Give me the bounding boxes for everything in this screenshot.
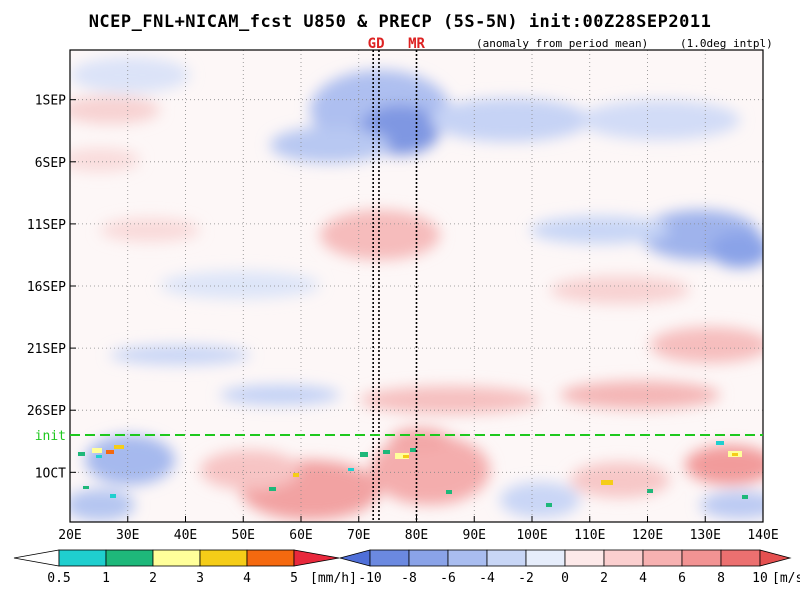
u850-colorbar-segment (486, 549, 527, 567)
u850-colorbar-segment (369, 549, 410, 567)
x-tick-label: 120E (632, 528, 663, 543)
precip-colorbar-low-arrow (13, 549, 60, 567)
chart-subtitle-interp: (1.0deg intpl) (680, 37, 773, 50)
u850-colorbar-segment (525, 549, 566, 567)
u850-colorbar-segment (564, 549, 605, 567)
precip-colorbar-label: 5 (290, 571, 298, 586)
precip-spot (78, 452, 85, 456)
precip-spot (83, 486, 89, 489)
precip-spot (110, 494, 116, 498)
y-tick-label: 16SEP (27, 280, 66, 295)
precip-colorbar-label: 2 (149, 571, 157, 586)
precip-colorbar-high-arrow (293, 549, 340, 567)
y-tick-label: 21SEP (27, 342, 66, 357)
x-tick-label: 70E (347, 528, 370, 543)
precip-spot (410, 448, 416, 452)
u850-colorbar-label: 0 (561, 571, 569, 586)
x-tick-label: 50E (232, 528, 255, 543)
precip-spot (293, 473, 299, 477)
u850-colorbar-segment (603, 549, 644, 567)
x-tick-label: 140E (747, 528, 778, 543)
precip-spot (546, 503, 552, 507)
precip-spot (360, 452, 368, 457)
u850-colorbar-label: 2 (600, 571, 608, 586)
precip-spot (732, 453, 738, 456)
y-tick-label: 11SEP (27, 218, 66, 233)
precip-spot (106, 450, 114, 454)
u850-colorbar-segment (681, 549, 722, 567)
u850-colorbar-segment (720, 549, 761, 567)
u850-colorbar-high-arrow (759, 549, 792, 567)
precip-spot (92, 448, 102, 453)
x-tick-label: 60E (289, 528, 312, 543)
y-tick-label: 1SEP (35, 94, 66, 109)
precip-spot (742, 495, 748, 499)
x-tick-label: 90E (463, 528, 486, 543)
precip-colorbar-label: 3 (196, 571, 204, 586)
u850-colorbar: -10 -8 -6 -4 -2 0 2 4 6 8 10 [m/s] (338, 549, 800, 586)
u850-colorbar-label: -10 (358, 571, 381, 586)
u850-colorbar-label: -6 (440, 571, 456, 586)
precip-colorbar-segment (152, 549, 201, 567)
y-tick-label: 6SEP (35, 156, 66, 171)
u850-colorbar-segment (642, 549, 683, 567)
x-tick-label: 40E (174, 528, 197, 543)
precip-spot (348, 468, 354, 471)
u850-colorbar-label: 4 (639, 571, 647, 586)
precip-spot (96, 455, 102, 458)
precip-field (78, 441, 748, 507)
precip-spot (446, 490, 452, 494)
u850-colorbar-label: -8 (401, 571, 417, 586)
x-tick-label: 130E (690, 528, 721, 543)
precip-colorbar-segment (105, 549, 154, 567)
precip-colorbar-label: 1 (102, 571, 110, 586)
u850-colorbar-label: -2 (518, 571, 534, 586)
precip-colorbar-unit: [mm/h] (310, 571, 357, 586)
precip-spot (395, 453, 409, 459)
x-tick-label: 30E (116, 528, 139, 543)
chart-title: NCEP_FNL+NICAM_fcst U850 & PRECP (5S-5N)… (88, 12, 712, 32)
precip-colorbar-segment (58, 549, 107, 567)
u850-colorbar-segment (447, 549, 488, 567)
precip-colorbar-label: 0.5 (47, 571, 70, 586)
x-tick-label: 110E (574, 528, 605, 543)
x-tick-label: 20E (58, 528, 81, 543)
u850-colorbar-segment (408, 549, 449, 567)
x-tick-label: 80E (405, 528, 428, 543)
u850-colorbar-unit: [m/s] (772, 571, 800, 586)
u850-colorbar-low-arrow (338, 549, 371, 567)
precip-colorbar-segment (246, 549, 295, 567)
x-tick-label: 100E (516, 528, 547, 543)
init-label: init (35, 429, 66, 444)
marker-label: GD (368, 36, 385, 52)
precip-colorbar: 0.5 1 2 3 4 5 [mm/h] (13, 549, 357, 586)
u850-colorbar-label: 8 (717, 571, 725, 586)
chart-subtitle-anomaly: (anomaly from period mean) (476, 37, 649, 50)
precip-spot (383, 450, 390, 454)
u850-colorbar-label: 6 (678, 571, 686, 586)
precip-colorbar-segment (199, 549, 248, 567)
precip-spot (601, 480, 613, 485)
precip-spot (647, 489, 653, 493)
init-line: init (35, 429, 763, 444)
u850-colorbar-label: -4 (479, 571, 495, 586)
marker-lines: GD MR (368, 36, 425, 522)
y-tick-label: 1OCT (35, 466, 66, 481)
x-axis: 20E 30E 40E 50E 60E 70E 80E 90E 100E 110E 120E 130E… (58, 516, 779, 543)
precip-spot (269, 487, 276, 491)
grid-lines (70, 50, 763, 522)
y-axis: 1SEP 6SEP 11SEP 16SEP 21SEP 26SEP 1OCT (27, 94, 76, 481)
precip-spot (403, 455, 409, 458)
y-tick-label: 26SEP (27, 404, 66, 419)
marker-label: MR (408, 36, 425, 52)
u850-colorbar-label: 10 (752, 571, 768, 586)
precip-spot (716, 441, 724, 445)
precip-spot (114, 445, 124, 449)
precip-colorbar-label: 4 (243, 571, 251, 586)
u850-anomaly-field (70, 57, 763, 521)
